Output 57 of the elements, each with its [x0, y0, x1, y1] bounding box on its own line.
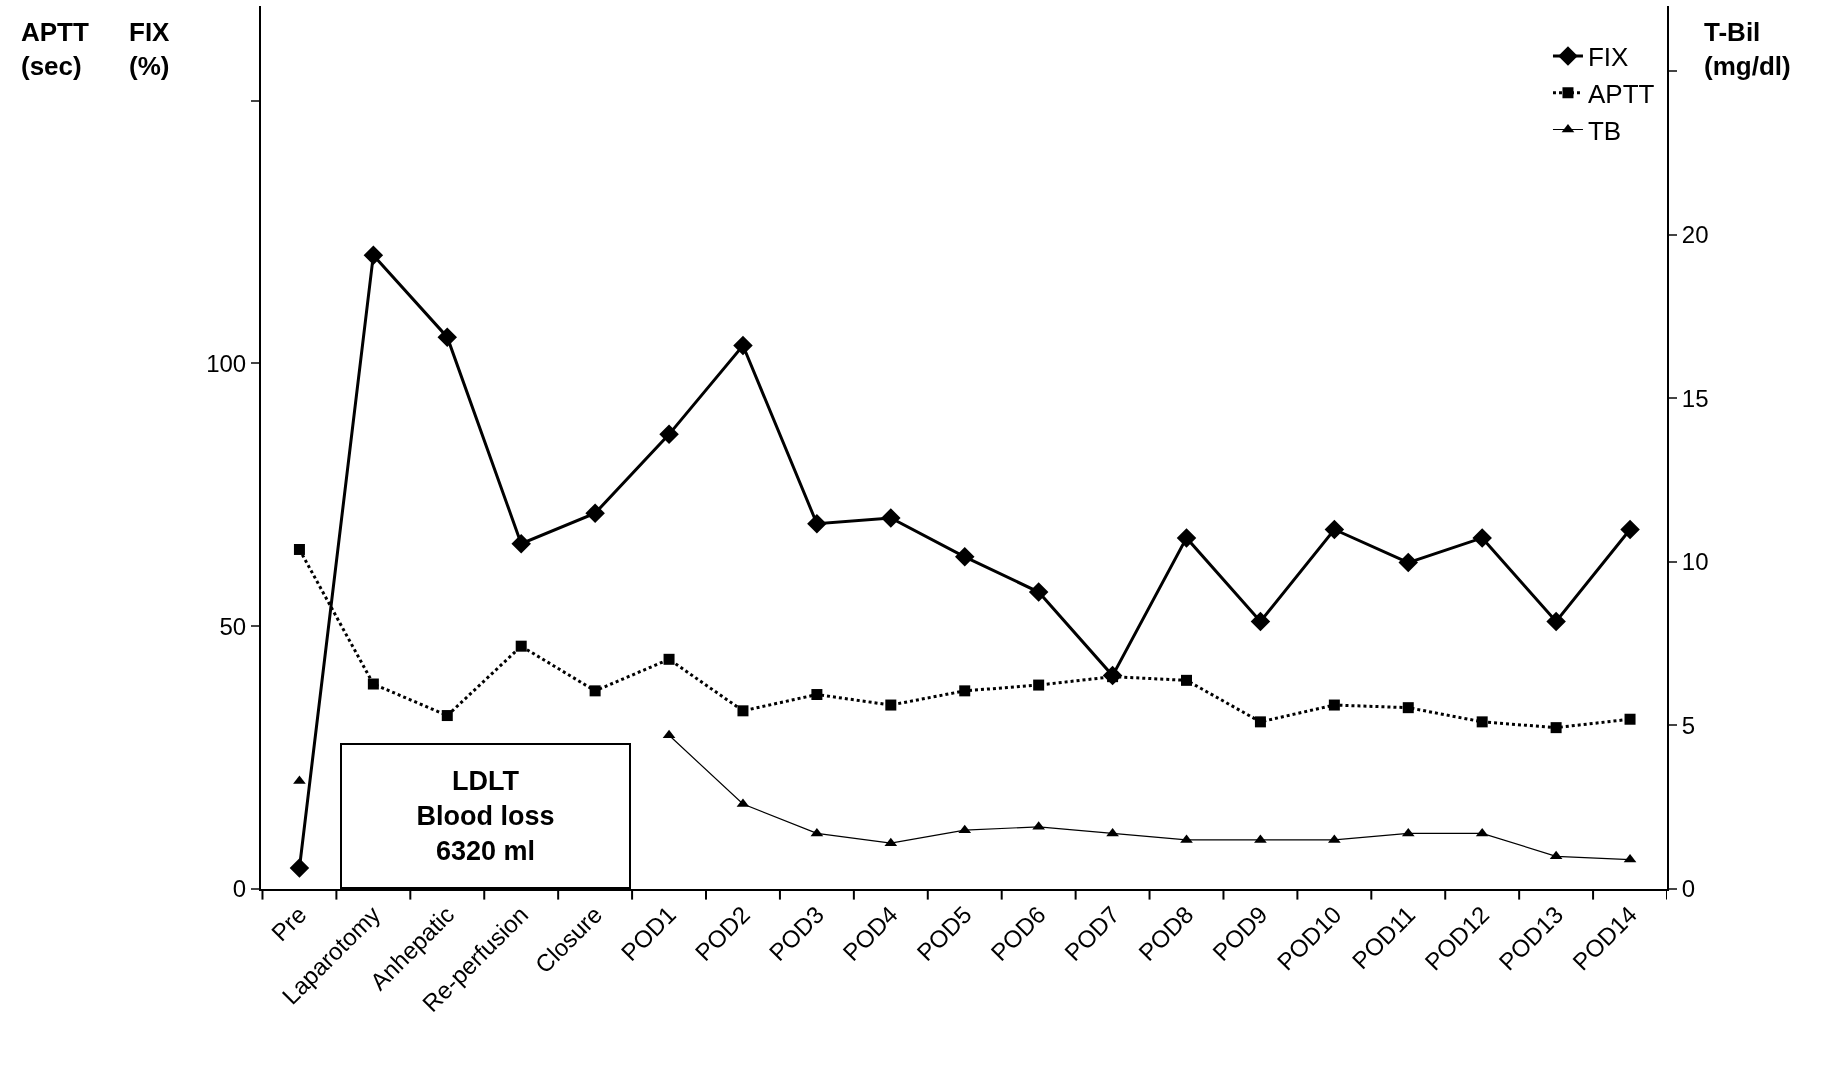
y2-tick-label: 5 [1681, 711, 1696, 739]
point [515, 640, 527, 652]
point [1475, 827, 1489, 837]
point [1328, 699, 1340, 711]
point [511, 533, 531, 554]
point [1620, 519, 1640, 540]
y-tick-label: 50 [219, 612, 247, 640]
point [589, 685, 601, 697]
point [437, 327, 458, 347]
point [810, 827, 824, 837]
point [1028, 582, 1049, 602]
point [954, 547, 975, 567]
point [1546, 611, 1566, 632]
point [367, 678, 379, 690]
point [885, 699, 897, 711]
y-tick-label: 0 [232, 875, 247, 903]
point [1176, 528, 1197, 548]
point [733, 335, 753, 356]
point [1254, 716, 1266, 728]
point [1398, 552, 1419, 573]
point [1181, 674, 1193, 686]
point [293, 543, 305, 555]
point [1106, 827, 1119, 837]
text: APTT (sec) [21, 17, 89, 81]
legend-label: TB [1587, 115, 1622, 146]
point [663, 653, 675, 665]
point [441, 710, 453, 722]
point [585, 503, 605, 523]
y2-axis-title: T-Bil (mg/dl) [1704, 17, 1791, 81]
point [662, 729, 676, 739]
point [959, 685, 971, 697]
point [1401, 827, 1415, 837]
y2-tick-label: 20 [1681, 221, 1709, 249]
point [1550, 722, 1562, 734]
point [363, 245, 384, 265]
point [1402, 702, 1414, 714]
legend-label: APTT [1587, 78, 1655, 109]
point [1250, 611, 1271, 632]
legend-label: FIX [1587, 42, 1629, 73]
point [881, 508, 901, 528]
point [811, 689, 823, 701]
point [807, 513, 827, 534]
annotation: LDLT Blood loss 6320 ml [416, 765, 555, 867]
point [1033, 679, 1045, 691]
y2-tick-label: 15 [1681, 384, 1709, 412]
point [737, 705, 749, 717]
point [1324, 519, 1345, 540]
y2-tick-label: 0 [1681, 875, 1696, 903]
point [1549, 850, 1563, 860]
point [1624, 713, 1636, 725]
point [1472, 528, 1492, 548]
y-axis-title: FIX (%) [129, 17, 171, 81]
point [289, 858, 310, 878]
point [1476, 716, 1488, 728]
y2-tick-label: 10 [1681, 548, 1709, 576]
point [659, 424, 679, 445]
y-tick-label: 100 [206, 349, 247, 377]
